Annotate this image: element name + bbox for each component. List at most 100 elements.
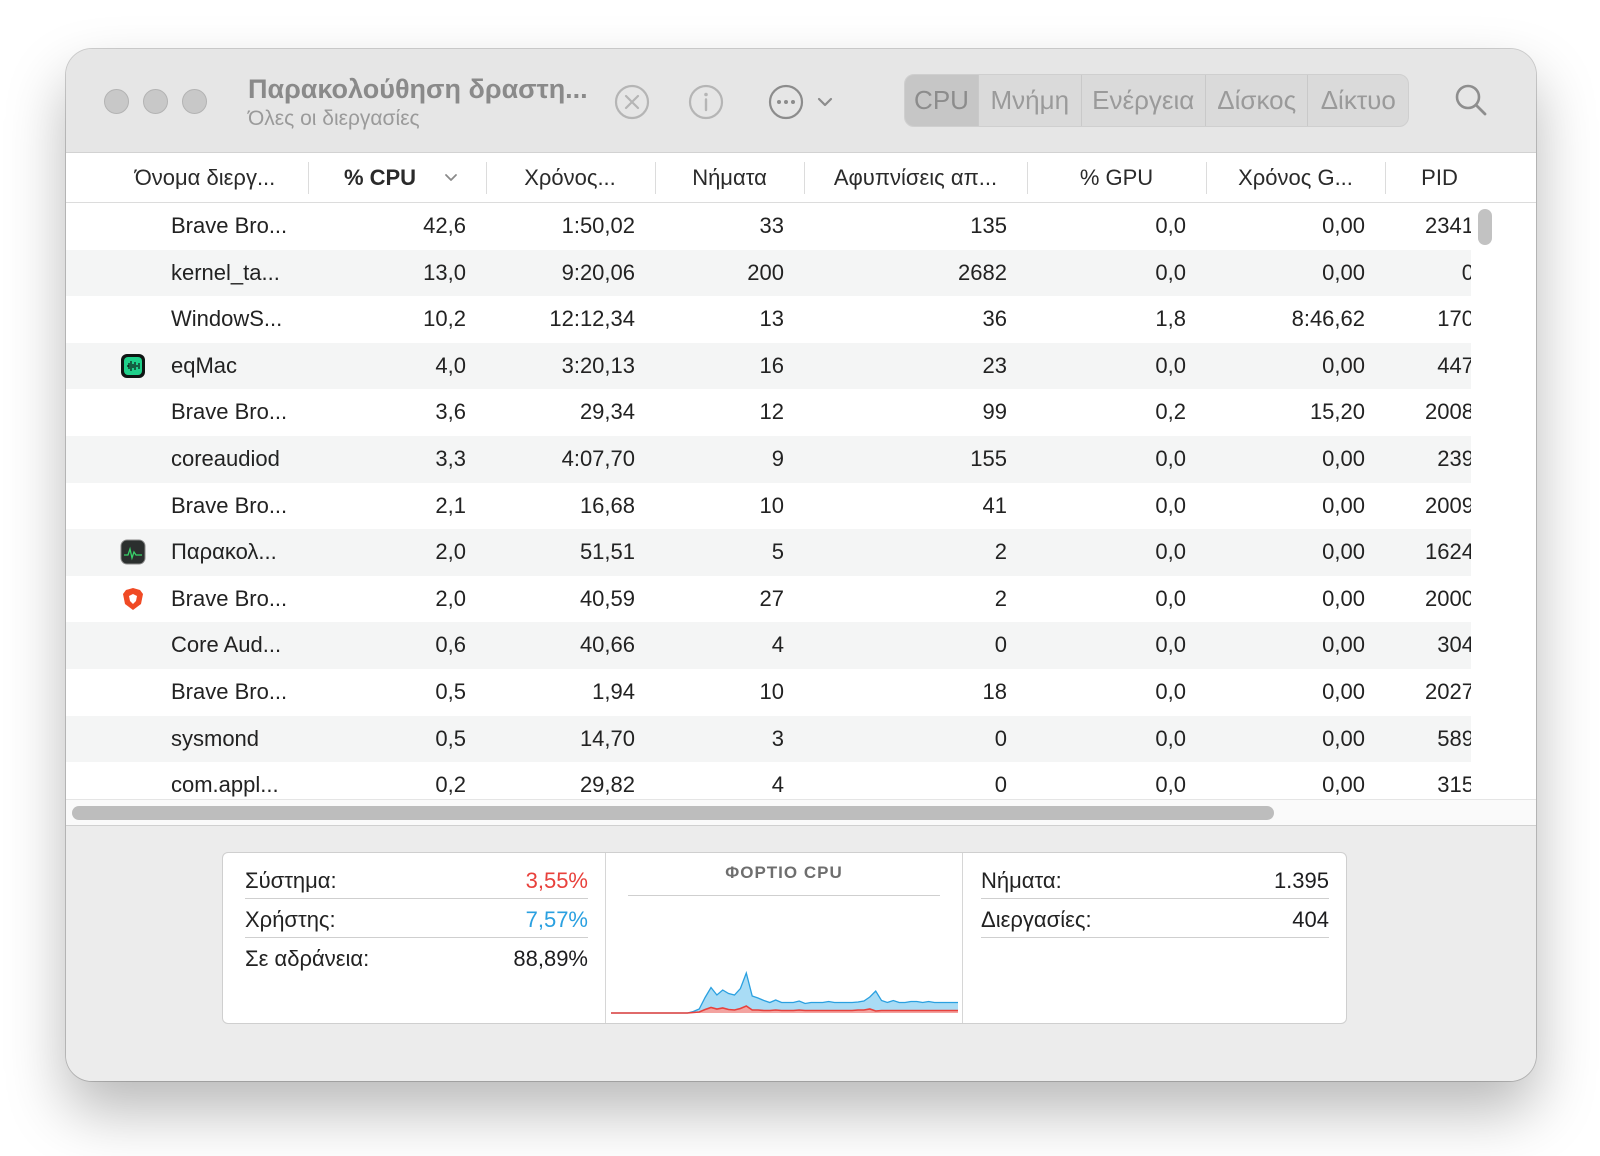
tab-network[interactable]: Δίκτυο <box>1307 75 1408 126</box>
table-row[interactable]: coreaudiod 3,3 4:07,70 9 155 0,0 0,00 239 <box>66 435 1471 483</box>
info-icon[interactable] <box>685 81 727 123</box>
cell-process-name: Brave Bro... <box>171 678 288 704</box>
close-window-button[interactable] <box>104 89 129 114</box>
activity-monitor-window: Παρακολούθηση δραστη... Όλες οι διεργασί… <box>66 49 1536 1081</box>
chevron-down-icon[interactable] <box>812 81 838 123</box>
brave-app-icon <box>120 586 146 612</box>
stats-box: Σύστημα: 3,55% Χρήστης: 7,57% Σε αδράνει… <box>222 852 1347 1024</box>
cell-pid: 239 <box>1437 445 1471 471</box>
zoom-window-button[interactable] <box>182 89 207 114</box>
cell-gpu-time: 0,00 <box>1322 678 1365 704</box>
processes-value: 404 <box>1292 907 1329 932</box>
cell-cpu: 2,0 <box>435 585 466 611</box>
toolbar: Παρακολούθηση δραστη... Όλες οι διεργασί… <box>66 49 1536 153</box>
minimize-window-button[interactable] <box>143 89 168 114</box>
table-row[interactable]: Παρακολ... 2,0 51,51 5 2 0,0 0,00 1624 <box>66 529 1471 576</box>
cell-process-name: eqMac <box>171 352 238 378</box>
cell-process-name: kernel_ta... <box>171 259 280 285</box>
table-row[interactable]: WindowS... 10,2 12:12,34 13 36 1,8 8:46,62 170 <box>66 296 1471 343</box>
cell-gpu-time: 0,00 <box>1322 772 1365 798</box>
table-row[interactable]: Brave Bro... 3,6 29,34 12 99 0,2 15,20 2008 <box>66 389 1471 436</box>
system-load-line <box>611 1005 958 1014</box>
column-header-pid[interactable]: PID <box>1421 165 1458 190</box>
table-row[interactable]: Brave Bro... 2,1 16,68 10 41 0,0 0,00 2009 <box>66 483 1471 530</box>
cell-process-name: Παρακολ... <box>171 539 277 565</box>
cell-idle-wakeups: 36 <box>982 306 1007 332</box>
cell-idle-wakeups: 2 <box>994 539 1007 565</box>
cell-gpu-time: 0,00 <box>1322 725 1365 751</box>
cell-pid: 0 <box>1461 259 1471 285</box>
table-row[interactable]: Brave Bro... 2,0 40,59 27 2 0,0 0,00 2000 <box>66 576 1471 623</box>
column-header-cpu[interactable]: % CPU <box>311 153 491 203</box>
column-header-process-name[interactable]: Όνομα διεργ... <box>134 165 276 190</box>
table-rows: Brave Bro... 42,6 1:50,02 33 135 0,0 0,00 2341 k… <box>66 203 1471 799</box>
table-row[interactable]: Brave Bro... 0,5 1,94 10 18 0,0 0,00 2027 <box>66 669 1471 716</box>
cell-process-name: Brave Bro... <box>171 492 288 518</box>
vertical-scrollbar[interactable] <box>1478 209 1492 245</box>
horizontal-scrollbar-track <box>66 799 1536 825</box>
cell-threads: 4 <box>771 632 784 658</box>
stop-process-icon[interactable] <box>611 81 653 123</box>
cell-gpu-time: 0,00 <box>1322 259 1365 285</box>
cell-threads: 9 <box>771 445 784 471</box>
cpu-load-graph <box>611 970 958 1014</box>
tab-disk[interactable]: Δίσκος <box>1204 75 1308 126</box>
table-row[interactable]: kernel_ta... 13,0 9:20,06 200 2682 0,0 0,00 0 <box>66 249 1471 297</box>
cell-gpu: 0,0 <box>1155 585 1186 611</box>
cell-pid: 589 <box>1437 725 1471 751</box>
cell-gpu: 0,0 <box>1155 725 1186 751</box>
cell-cpu-time: 4:07,70 <box>561 445 635 471</box>
column-header-gpu[interactable]: % GPU <box>1079 165 1154 190</box>
system-value: 3,55% <box>525 868 588 893</box>
more-actions-icon[interactable] <box>765 81 807 123</box>
horizontal-scrollbar[interactable] <box>72 806 1274 820</box>
cell-cpu: 3,6 <box>435 399 466 425</box>
cell-gpu: 0,0 <box>1155 632 1186 658</box>
window-title: Παρακολούθηση δραστη... <box>248 74 588 104</box>
cell-pid: 170 <box>1437 306 1471 332</box>
cell-idle-wakeups: 155 <box>970 445 1007 471</box>
activity-monitor-app-icon <box>120 539 146 565</box>
cell-idle-wakeups: 99 <box>982 399 1007 425</box>
cell-idle-wakeups: 2 <box>994 585 1007 611</box>
table-row[interactable]: com.appl... 0,2 29,82 4 0 0,0 0,00 315 <box>66 762 1471 799</box>
chart-title: ΦΟΡΤΙΟ CPU <box>725 863 843 882</box>
cell-cpu-time: 14,70 <box>579 725 635 751</box>
stats-panel: Σύστημα: 3,55% Χρήστης: 7,57% Σε αδράνει… <box>66 825 1536 1081</box>
cell-cpu: 0,6 <box>435 632 466 658</box>
window-subtitle[interactable]: Όλες οι διεργασίες <box>248 107 420 130</box>
column-header-idle-wakeups[interactable]: Αφυπνίσεις απ... <box>833 165 998 190</box>
threads-stat: Νήματα: 1.395 <box>981 860 1329 899</box>
table-row[interactable]: sysmond 0,5 14,70 3 0 0,0 0,00 589 <box>66 715 1471 763</box>
cell-cpu-time: 40,66 <box>579 632 635 658</box>
cell-process-name: Brave Bro... <box>171 213 288 238</box>
cell-process-name: Brave Bro... <box>171 399 288 425</box>
cell-gpu-time: 8:46,62 <box>1291 306 1365 332</box>
cell-threads: 13 <box>759 306 784 332</box>
table-row[interactable]: eqMac 4,0 3:20,13 16 23 0,0 0,00 447 <box>66 342 1471 390</box>
table-row[interactable]: Brave Bro... 42,6 1:50,02 33 135 0,0 0,00 2341 <box>66 203 1471 250</box>
tab-energy[interactable]: Ενέργεια <box>1080 75 1205 126</box>
table-header: Όνομα διεργ... % CPU Χρόνος... Νήματα Αφ… <box>66 153 1536 203</box>
cell-gpu: 0,2 <box>1155 399 1186 425</box>
user-stat: Χρήστης: 7,57% <box>245 899 588 938</box>
cell-idle-wakeups: 135 <box>970 213 1007 238</box>
table-row[interactable]: Core Aud... 0,6 40,66 4 0 0,0 0,00 304 <box>66 622 1471 669</box>
cell-cpu-time: 3:20,13 <box>561 352 635 378</box>
cell-process-name: WindowS... <box>171 306 283 332</box>
tab-cpu[interactable]: CPU <box>905 75 978 126</box>
cell-threads: 16 <box>759 352 784 378</box>
cell-gpu-time: 0,00 <box>1322 213 1365 238</box>
cell-gpu: 0,0 <box>1155 259 1186 285</box>
column-header-threads[interactable]: Νήματα <box>692 165 767 190</box>
cell-cpu: 0,5 <box>435 725 466 751</box>
column-header-gpu-time[interactable]: Χρόνος G... <box>1238 165 1353 190</box>
user-load-area <box>611 973 958 1013</box>
cell-pid: 2008 <box>1425 399 1471 425</box>
cell-cpu: 0,5 <box>435 678 466 704</box>
cell-cpu: 2,0 <box>435 539 466 565</box>
search-icon[interactable] <box>1451 80 1491 120</box>
column-header-cpu-time[interactable]: Χρόνος... <box>524 165 616 190</box>
cell-threads: 3 <box>771 725 784 751</box>
tab-memory[interactable]: Μνήμη <box>978 75 1081 126</box>
